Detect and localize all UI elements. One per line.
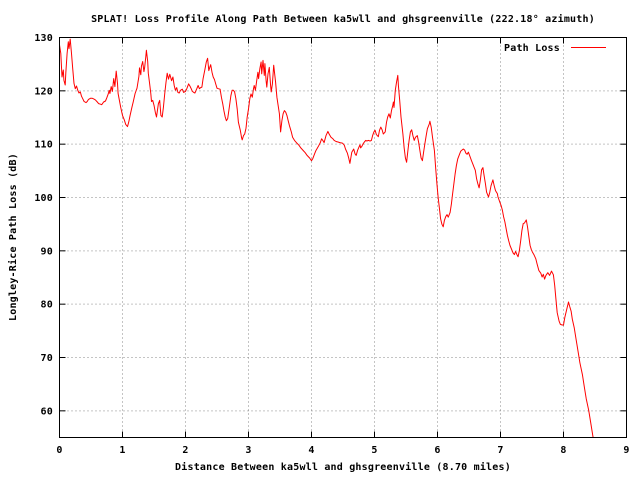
y-tick-label: 100 xyxy=(34,193,53,204)
y-axis-label: Longley-Rice Path Loss (dB) xyxy=(7,153,19,321)
plot-frame xyxy=(59,37,627,438)
x-tick-label: 6 xyxy=(434,445,440,456)
x-tick-label: 4 xyxy=(308,445,314,456)
path-loss-line xyxy=(59,38,594,438)
y-tick-label: 80 xyxy=(41,300,53,311)
legend-label-path-loss: Path Loss xyxy=(504,43,560,54)
y-tick-label: 130 xyxy=(34,33,53,44)
y-tick-label: 70 xyxy=(41,353,53,364)
y-tick-label: 120 xyxy=(34,86,53,97)
y-tick-label: 110 xyxy=(34,140,53,151)
x-tick-label: 8 xyxy=(560,445,566,456)
x-tick-label: 3 xyxy=(245,445,251,456)
x-tick-label: 9 xyxy=(623,445,629,456)
x-tick-label: 1 xyxy=(119,445,125,456)
chart-title: SPLAT! Loss Profile Along Path Between k… xyxy=(91,13,595,25)
y-tick-label: 60 xyxy=(41,406,53,417)
grid xyxy=(59,37,627,438)
x-tick-label: 5 xyxy=(371,445,377,456)
path-loss-series xyxy=(59,38,594,438)
x-tick-label: 0 xyxy=(56,445,62,456)
x-axis-label: Distance Between ka5wll and ghsgreenvill… xyxy=(175,461,511,473)
y-tick-labels: 60 70 80 90 100 110 120 130 xyxy=(34,33,53,417)
legend: Path Loss xyxy=(504,43,606,54)
y-tick-label: 90 xyxy=(41,246,53,257)
x-tick-label: 7 xyxy=(497,445,503,456)
x-tick-label: 2 xyxy=(182,445,188,456)
x-tick-labels: 0 1 2 3 4 5 6 7 8 9 xyxy=(56,445,629,456)
plot-border xyxy=(59,37,627,438)
